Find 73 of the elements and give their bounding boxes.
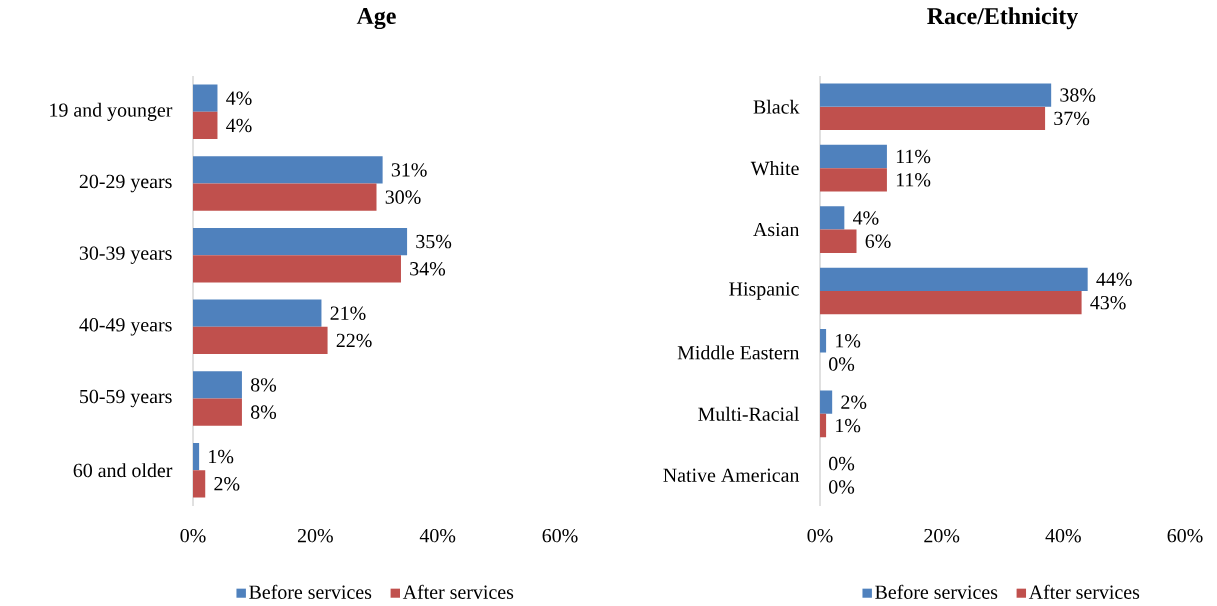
- data-label: 11%: [896, 149, 931, 164]
- data-label: 2%: [214, 477, 240, 491]
- data-label: 1%: [209, 449, 234, 464]
- bar: [820, 291, 1082, 315]
- data-label: 4%: [226, 118, 252, 133]
- data-label: 21%: [330, 306, 366, 320]
- bar: [193, 156, 383, 184]
- bar: [820, 206, 845, 230]
- data-label: 37%: [1054, 111, 1090, 126]
- y-tick-label: 40-49 years: [79, 318, 172, 336]
- data-label: 4%: [853, 211, 879, 225]
- data-label: 30%: [385, 190, 421, 204]
- data-label: 0%: [829, 480, 855, 494]
- data-label: 43%: [1090, 295, 1126, 310]
- bar: [193, 255, 401, 283]
- y-tick-label: 30-39 years: [79, 246, 172, 264]
- bar: [193, 227, 408, 256]
- bar: [820, 144, 887, 169]
- bar: [193, 398, 242, 426]
- x-tick-label: 40%: [419, 528, 456, 543]
- x-tick-label: 20%: [924, 528, 960, 543]
- bar: [820, 168, 887, 192]
- x-tick-label: 60%: [1167, 528, 1203, 543]
- y-tick-label: Asian: [753, 222, 800, 237]
- x-tick-label: 40%: [1045, 528, 1081, 543]
- y-tick-label: Middle Eastern: [677, 345, 800, 360]
- legend-label: Before services: [249, 584, 372, 599]
- legend-label: After services: [402, 584, 514, 599]
- data-label: 11%: [896, 173, 931, 187]
- y-tick-label: White: [750, 161, 799, 176]
- data-label: 6%: [865, 234, 891, 249]
- y-tick-label: Native American: [663, 468, 800, 482]
- data-label: 35%: [416, 234, 452, 249]
- bar: [193, 183, 377, 211]
- x-tick-label: 60%: [542, 528, 578, 543]
- chart-title: Age: [356, 8, 396, 30]
- y-tick-label: Multi-Racial: [698, 406, 800, 421]
- data-label: 31%: [391, 163, 427, 177]
- data-label: 38%: [1060, 88, 1096, 102]
- legend-label: After services: [1028, 584, 1140, 599]
- y-tick-label: Hispanic: [729, 282, 799, 300]
- data-label: 44%: [1096, 272, 1132, 287]
- bar: [193, 111, 218, 140]
- data-label: 8%: [250, 378, 277, 392]
- x-tick-label: 0%: [180, 528, 206, 543]
- bar: [820, 229, 857, 253]
- bar: [193, 326, 328, 355]
- bar: [193, 299, 322, 327]
- data-label: 4%: [226, 91, 252, 105]
- bar: [820, 83, 1052, 107]
- y-tick-label: 60 and older: [73, 463, 173, 478]
- bar: [193, 371, 242, 399]
- legend-label: Before services: [875, 584, 998, 599]
- y-tick-label: Black: [753, 99, 800, 114]
- y-tick-label: 20-29 years: [79, 174, 172, 193]
- bar: [820, 106, 1046, 131]
- chart-title: Race/Ethnicity: [927, 7, 1078, 30]
- bar: [820, 267, 1088, 292]
- data-label: 22%: [336, 333, 372, 348]
- y-tick-label: 19 and younger: [50, 102, 173, 121]
- data-label: 1%: [836, 334, 861, 348]
- data-label: 2%: [841, 395, 867, 409]
- x-tick-label: 20%: [297, 528, 333, 543]
- data-label: 0%: [829, 456, 855, 471]
- y-tick-label: 50-59 years: [80, 389, 172, 408]
- x-tick-label: 0%: [807, 528, 833, 543]
- bar: [193, 470, 206, 498]
- data-label: 1%: [836, 418, 861, 433]
- data-label: 0%: [829, 357, 855, 371]
- bar: [193, 442, 200, 471]
- data-label: 34%: [410, 262, 446, 276]
- bar: [193, 84, 218, 112]
- data-label: 8%: [250, 405, 277, 419]
